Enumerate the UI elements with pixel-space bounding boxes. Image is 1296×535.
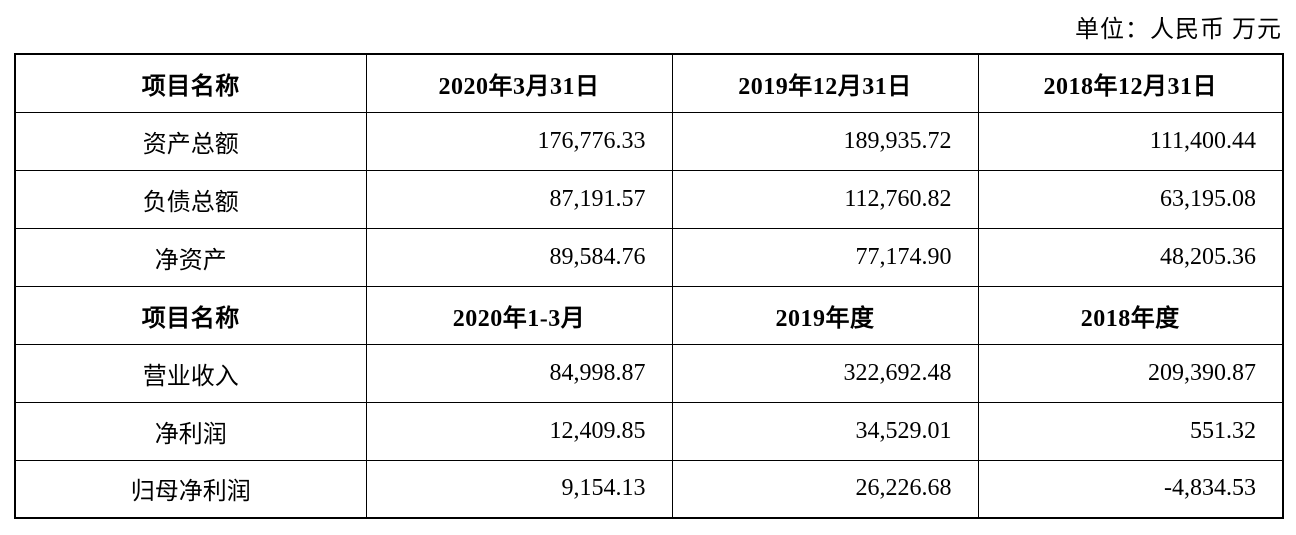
row-label-attributable-net-profit: 归母净利润	[14, 459, 367, 519]
value-net-assets-2019: 77,174.90	[671, 227, 979, 287]
header-cell-2019-12-31: 2019年12月31日	[671, 53, 979, 113]
value-net-assets-2020: 89,584.76	[365, 227, 673, 287]
value-operating-revenue-2020: 84,998.87	[365, 343, 673, 403]
header-cell-2020-q1: 2020年1-3月	[365, 285, 673, 345]
header-cell-2018-12-31: 2018年12月31日	[977, 53, 1284, 113]
value-net-assets-2018: 48,205.36	[977, 227, 1284, 287]
value-total-assets-2020: 176,776.33	[365, 111, 673, 171]
value-attributable-net-profit-2020: 9,154.13	[365, 459, 673, 519]
value-total-liabilities-2019: 112,760.82	[671, 169, 979, 229]
income-statement-header-row: 项目名称 2020年1-3月 2019年度 2018年度	[14, 285, 1284, 345]
header-cell-item-name-2: 项目名称	[14, 285, 367, 345]
value-operating-revenue-2019: 322,692.48	[671, 343, 979, 403]
table-row-net-assets: 净资产 89,584.76 77,174.90 48,205.36	[14, 227, 1284, 287]
table-row-attributable-net-profit: 归母净利润 9,154.13 26,226.68 -4,834.53	[14, 459, 1284, 519]
header-cell-fy2019: 2019年度	[671, 285, 979, 345]
value-total-liabilities-2020: 87,191.57	[365, 169, 673, 229]
financial-summary-table: 项目名称 2020年3月31日 2019年12月31日 2018年12月31日 …	[14, 53, 1284, 519]
table-row-net-profit: 净利润 12,409.85 34,529.01 551.32	[14, 401, 1284, 461]
table-row-operating-revenue: 营业收入 84,998.87 322,692.48 209,390.87	[14, 343, 1284, 403]
balance-sheet-header-row: 项目名称 2020年3月31日 2019年12月31日 2018年12月31日	[14, 53, 1284, 113]
header-cell-fy2018: 2018年度	[977, 285, 1284, 345]
row-label-net-profit: 净利润	[14, 401, 367, 461]
table-row-total-liabilities: 负债总额 87,191.57 112,760.82 63,195.08	[14, 169, 1284, 229]
value-net-profit-2019: 34,529.01	[671, 401, 979, 461]
value-attributable-net-profit-2018: -4,834.53	[977, 459, 1284, 519]
row-label-net-assets: 净资产	[14, 227, 367, 287]
value-total-assets-2018: 111,400.44	[977, 111, 1284, 171]
row-label-operating-revenue: 营业收入	[14, 343, 367, 403]
table-row-total-assets: 资产总额 176,776.33 189,935.72 111,400.44	[14, 111, 1284, 171]
value-net-profit-2020: 12,409.85	[365, 401, 673, 461]
header-cell-item-name: 项目名称	[14, 53, 367, 113]
header-cell-2020-03-31: 2020年3月31日	[365, 53, 673, 113]
row-label-total-assets: 资产总额	[14, 111, 367, 171]
value-total-assets-2019: 189,935.72	[671, 111, 979, 171]
value-total-liabilities-2018: 63,195.08	[977, 169, 1284, 229]
value-attributable-net-profit-2019: 26,226.68	[671, 459, 979, 519]
unit-label: 单位：人民币 万元	[1075, 17, 1282, 43]
value-operating-revenue-2018: 209,390.87	[977, 343, 1284, 403]
value-net-profit-2018: 551.32	[977, 401, 1284, 461]
row-label-total-liabilities: 负债总额	[14, 169, 367, 229]
